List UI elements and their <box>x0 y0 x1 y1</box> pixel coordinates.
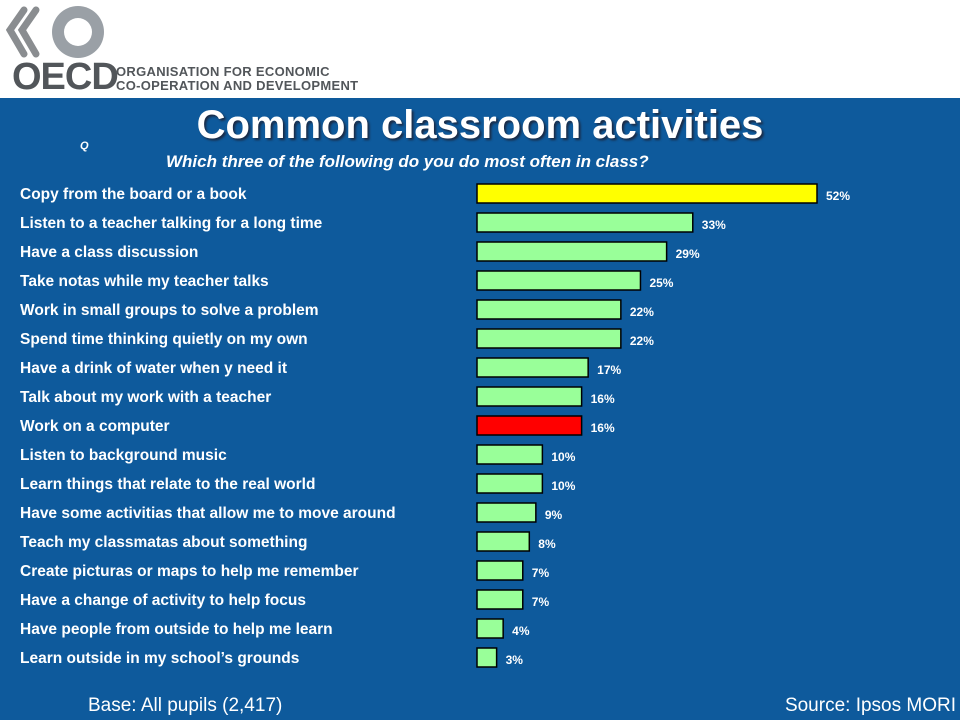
bar <box>476 502 537 523</box>
oecd-wordmark: OECD <box>12 56 119 98</box>
value-label: 33% <box>702 218 726 232</box>
bar <box>476 212 694 233</box>
bar <box>476 270 642 291</box>
value-label: 4% <box>512 624 530 638</box>
value-label: 29% <box>676 247 700 261</box>
category-label: Learn outside in my school’s grounds <box>20 650 299 667</box>
value-label: 16% <box>591 392 615 406</box>
bar <box>476 386 583 407</box>
category-label: Create picturas or maps to help me remem… <box>20 563 359 580</box>
org-name-line-1: ORGANISATION FOR ECONOMIC <box>116 64 330 79</box>
value-label: 17% <box>597 363 621 377</box>
org-name-line-2: CO-OPERATION AND DEVELOPMENT <box>116 78 359 93</box>
bar <box>476 560 524 581</box>
category-label: Have a change of activity to help focus <box>20 592 306 609</box>
bar <box>476 415 583 436</box>
bar <box>476 589 524 610</box>
category-label: Listen to background music <box>20 447 227 464</box>
question-marker: Q <box>80 140 89 152</box>
chart-subtitle: Which three of the following do you do m… <box>166 152 649 171</box>
bar <box>476 299 622 320</box>
category-label: Teach my classmatas about something <box>20 534 307 551</box>
bar <box>476 531 531 552</box>
category-label: Work on a computer <box>20 418 170 435</box>
bar <box>476 647 498 668</box>
category-label: Work in small groups to solve a problem <box>20 302 319 319</box>
oecd-logo: OECD ORGANISATION FOR ECONOMIC CO-OPERAT… <box>6 4 358 98</box>
value-label: 10% <box>551 479 575 493</box>
category-label: Take notas while my teacher talks <box>20 273 269 290</box>
category-label: Have some activitias that allow me to mo… <box>20 505 396 522</box>
category-label: Talk about my work with a teacher <box>20 389 271 406</box>
oecd-emblem-icon <box>6 6 104 58</box>
bar <box>476 357 589 378</box>
header: OECD ORGANISATION FOR ECONOMIC CO-OPERAT… <box>0 0 960 98</box>
bar <box>476 444 544 465</box>
category-label: Copy from the board or a book <box>20 186 247 203</box>
bar <box>476 241 668 262</box>
value-label: 7% <box>532 595 550 609</box>
value-label: 3% <box>506 653 524 667</box>
value-label: 8% <box>538 537 556 551</box>
base-note: Base: All pupils (2,417) <box>88 695 283 716</box>
value-label: 9% <box>545 508 563 522</box>
category-label: Have a drink of water when y need it <box>20 360 287 377</box>
category-label: Listen to a teacher talking for a long t… <box>20 215 323 232</box>
value-label: 52% <box>826 189 850 203</box>
bar <box>476 618 504 639</box>
value-label: 22% <box>630 334 654 348</box>
category-label: Learn things that relate to the real wor… <box>20 476 315 493</box>
value-label: 16% <box>591 421 615 435</box>
value-label: 7% <box>532 566 550 580</box>
value-label: 25% <box>649 276 673 290</box>
chart-title: Common classroom activities <box>196 103 764 147</box>
category-label: Spend time thinking quietly on my own <box>20 331 308 348</box>
bar <box>476 183 818 204</box>
bar <box>476 328 622 349</box>
source-note: Source: Ipsos MORI <box>784 695 956 716</box>
category-label: Have people from outside to help me lear… <box>20 621 333 638</box>
bar <box>476 473 544 494</box>
category-label: Have a class discussion <box>20 244 198 261</box>
value-label: 22% <box>630 305 654 319</box>
value-label: 10% <box>551 450 575 464</box>
